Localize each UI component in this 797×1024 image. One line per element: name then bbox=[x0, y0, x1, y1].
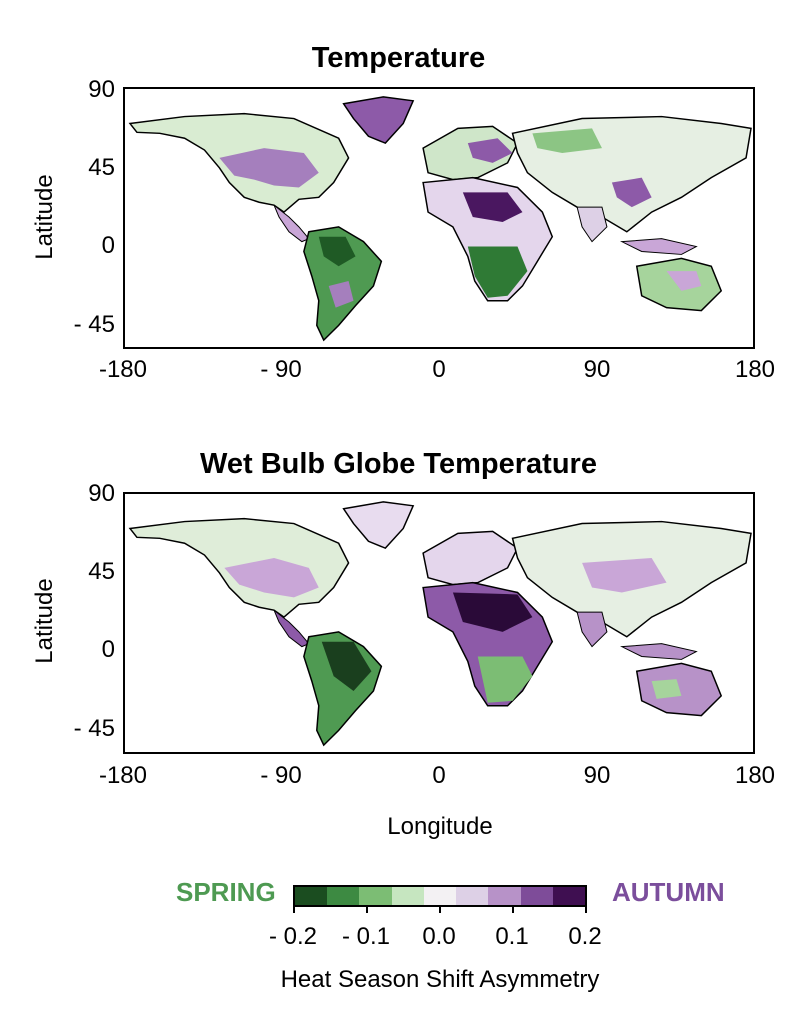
colorbar-tickmark bbox=[439, 906, 441, 913]
y-tick-0: 0 bbox=[101, 232, 115, 259]
x-tick-90-top: 90 bbox=[583, 356, 611, 383]
africa-sahara-purple bbox=[462, 192, 523, 222]
colorbar-segment bbox=[456, 887, 489, 905]
temperature-map-svg bbox=[128, 96, 752, 342]
north-america-purple bbox=[219, 148, 319, 188]
wbgt-map bbox=[123, 492, 755, 754]
panel-title-temperature: Temperature bbox=[311, 42, 486, 74]
colorbar-tickmark bbox=[293, 906, 295, 913]
y-tick-0-bottom: 0 bbox=[101, 636, 115, 663]
x-tick-0-top: 0 bbox=[432, 356, 446, 383]
panel-title-wbgt: Wet Bulb Globe Temperature bbox=[200, 448, 597, 480]
x-tick-minus90-bottom: - 90 bbox=[260, 762, 302, 789]
y-tick-minus45-bottom: - 45 bbox=[73, 715, 115, 742]
x-tick-180-bottom: 180 bbox=[734, 762, 776, 789]
x-tick-minus180-bottom: -180 bbox=[98, 762, 148, 789]
greenland-land bbox=[342, 96, 415, 145]
colorbar-segment bbox=[359, 887, 392, 905]
colorbar-segment bbox=[423, 887, 457, 905]
x-tick-90-bottom: 90 bbox=[583, 762, 611, 789]
colorbar-tickmark bbox=[366, 906, 368, 913]
autumn-label: AUTUMN bbox=[612, 877, 725, 907]
x-tick-minus180-top: -180 bbox=[98, 356, 148, 383]
asia-purple-band bbox=[582, 558, 667, 593]
colorbar-segment bbox=[520, 887, 553, 905]
x-axis-label: Longitude bbox=[387, 813, 493, 840]
central-america-land bbox=[273, 609, 310, 648]
colorbar-tickmark bbox=[585, 906, 587, 913]
colorbar-segment bbox=[295, 887, 328, 905]
south-america-purple bbox=[328, 281, 354, 308]
asia-green-band bbox=[532, 128, 602, 154]
x-tick-0-bottom: 0 bbox=[432, 762, 446, 789]
colorbar-segment bbox=[327, 887, 360, 905]
wbgt-map-svg bbox=[128, 501, 752, 747]
colorbar-tick-minus02: - 0.2 bbox=[268, 923, 318, 950]
colorbar-tick-minus01: - 0.1 bbox=[341, 923, 391, 950]
colorbar-segment bbox=[391, 887, 424, 905]
y-tick-90: 90 bbox=[88, 76, 115, 103]
indonesia-land bbox=[620, 238, 698, 255]
central-america-land bbox=[273, 204, 310, 243]
x-tick-180-top: 180 bbox=[734, 356, 776, 383]
y-tick-45-bottom: 45 bbox=[88, 558, 115, 585]
x-tick-minus90-top: - 90 bbox=[260, 356, 302, 383]
colorbar-tick-02: 0.2 bbox=[568, 923, 602, 950]
north-america-purple bbox=[224, 558, 319, 598]
colorbar-segment bbox=[552, 887, 585, 905]
south-america-dark bbox=[318, 236, 356, 267]
y-tick-90-bottom: 90 bbox=[88, 480, 115, 507]
spring-label: SPRING bbox=[176, 877, 276, 907]
colorbar-label: Heat Season Shift Asymmetry bbox=[280, 966, 600, 993]
greenland-land bbox=[342, 501, 415, 550]
y-tick-45: 45 bbox=[88, 154, 115, 181]
y-tick-minus45: - 45 bbox=[73, 311, 115, 338]
colorbar-segment bbox=[488, 887, 521, 905]
colorbar-tick-01: 0.1 bbox=[495, 923, 529, 950]
colorbar-tick-00: 0.0 bbox=[422, 923, 456, 950]
indonesia-land bbox=[620, 643, 698, 660]
colorbar-tickmark bbox=[512, 906, 514, 913]
temperature-map bbox=[123, 87, 755, 349]
australia-purple bbox=[666, 271, 702, 291]
europe-purple bbox=[467, 138, 513, 163]
india-land bbox=[576, 611, 608, 648]
asia-southeast-purple bbox=[611, 177, 652, 208]
south-america-dark bbox=[321, 641, 372, 691]
africa-sahara-dark bbox=[452, 592, 533, 632]
africa-south-green bbox=[467, 246, 528, 298]
europe-land bbox=[422, 530, 519, 586]
australia-green bbox=[651, 679, 682, 699]
africa-south-green bbox=[477, 656, 533, 703]
india-land bbox=[576, 206, 608, 243]
colorbar bbox=[293, 885, 587, 907]
